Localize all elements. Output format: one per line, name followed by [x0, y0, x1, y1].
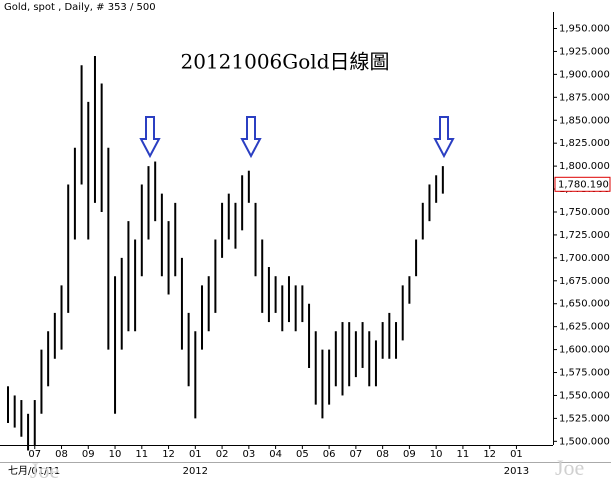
y-tick-label: 1,600.000	[559, 345, 610, 356]
arrows	[139, 116, 455, 159]
watermark: Joe	[30, 458, 59, 483]
x-tick-label: 04	[269, 449, 282, 460]
y-tick-label: 1,800.000	[559, 161, 610, 172]
x-tick-label: 01	[189, 449, 202, 460]
x-tick-label: 08	[55, 449, 68, 460]
x-tick-label: 07	[28, 449, 41, 460]
x-tick-label: 03	[242, 449, 255, 460]
y-tick-label: 1,525.000	[559, 413, 610, 424]
y-tick-label: 1,725.000	[559, 230, 610, 241]
x-tick-label: 02	[216, 449, 229, 460]
x-tick-label: 08	[376, 449, 389, 460]
y-tick-label: 1,650.000	[559, 299, 610, 310]
x-tick-label: 05	[296, 449, 309, 460]
y-tick-label: 1,675.000	[559, 276, 610, 287]
y-tick-label: 1,875.000	[559, 92, 610, 103]
x-tick-label: 11	[457, 449, 470, 460]
arrow	[139, 116, 161, 159]
x-tick-label: 06	[323, 449, 336, 460]
y-tick-label: 1,575.000	[559, 368, 610, 379]
x-tick-label: 10	[109, 449, 122, 460]
chart-title: 20121006Gold日線圖	[180, 50, 389, 74]
arrow	[433, 116, 455, 159]
arrow	[240, 116, 262, 159]
y-tick-label: 1,700.000	[559, 253, 610, 264]
watermark: Joe	[555, 455, 584, 480]
x-tick-label: 09	[82, 449, 95, 460]
x-tick-label: 11	[135, 449, 148, 460]
y-tick-label: 1,500.000	[559, 436, 610, 447]
period-label: 2013	[504, 466, 529, 477]
x-tick-label: 07	[350, 449, 363, 460]
last-price-label: 1,780.190	[558, 179, 609, 190]
y-tick-label: 1,850.000	[559, 115, 610, 126]
period-label: 七月/01/11	[8, 465, 60, 477]
x-tick-label: 12	[483, 449, 496, 460]
y-tick-label: 1,950.000	[559, 24, 610, 35]
period-label: 2012	[183, 466, 208, 477]
y-tick-label: 1,550.000	[559, 390, 610, 401]
y-tick-label: 1,825.000	[559, 138, 610, 149]
y-tick-label: 1,900.000	[559, 69, 610, 80]
x-tick-label: 09	[403, 449, 416, 460]
x-tick-label: 01	[510, 449, 523, 460]
y-tick-label: 1,750.000	[559, 207, 610, 218]
last-price-box	[554, 176, 611, 192]
x-tick-label: 10	[430, 449, 443, 460]
y-tick-label: 1,625.000	[559, 322, 610, 333]
header: Gold, spot , Daily, # 353 / 500	[4, 2, 156, 13]
x-tick-label: 12	[162, 449, 175, 460]
y-tick-label: 1,925.000	[559, 46, 610, 57]
